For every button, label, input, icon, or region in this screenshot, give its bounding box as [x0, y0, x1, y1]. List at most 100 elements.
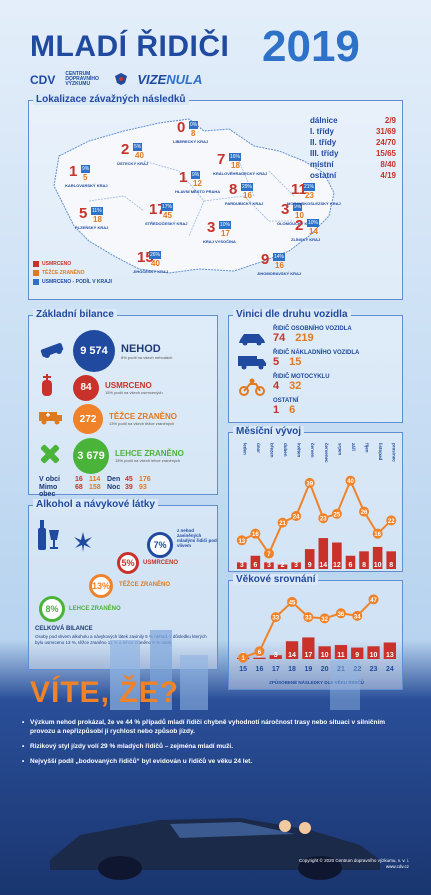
logo-row: CDV CENTRUM DOPRAVNÍHO VÝZKUMU VIZENULA	[30, 72, 202, 88]
day-label: Den	[107, 476, 121, 483]
serious-label: TĚŽCE ZRANĚNO	[109, 412, 177, 421]
region-injured: 17	[221, 229, 230, 238]
in-town-injured: 114	[89, 476, 101, 483]
line-point-label: 24	[293, 515, 300, 521]
category-label: 16	[256, 666, 264, 673]
fact-list: Výzkum nehod prokázal, že ve 44 % případ…	[22, 718, 412, 772]
map-legend: USMRCENO TĚŽCE ZRANĚNO USMRCENO - PODÍL …	[33, 261, 112, 288]
fact-item: Nejvyšší podíl „bodovaných řidičů“ byl e…	[22, 757, 412, 766]
alcohol-serious-pct: 13%	[89, 574, 113, 598]
share-legend-icon	[33, 279, 39, 285]
line-point-label: 40	[347, 479, 354, 485]
vehicle-row-moto: ŘIDIČ MOTOCYKLU 4 32	[273, 374, 330, 392]
serious-sub: 13% podíl na všech těžce zraněných	[109, 421, 175, 426]
bar-label: 8	[389, 562, 393, 569]
police-badge-icon	[115, 72, 128, 87]
road-row: III. třídy 15/65	[310, 149, 396, 158]
crash-car-icon	[39, 338, 67, 365]
category-label: červen	[310, 443, 315, 458]
road-row: ostatní 4/19	[310, 171, 396, 180]
region-name: MORAVSKOSLEZSKÝ KRAJ	[287, 201, 341, 206]
cdv-logo: CDV	[30, 72, 56, 87]
alcohol-total-pct: 7%	[147, 532, 173, 558]
bar	[359, 551, 369, 569]
bar	[264, 562, 274, 569]
region-killed: 11	[291, 181, 307, 198]
region-share: 9%	[191, 171, 201, 179]
line-point-label: 25	[334, 512, 341, 518]
bar	[277, 564, 288, 569]
region-killed: 2	[295, 217, 304, 234]
line-point-label: 13	[238, 539, 245, 545]
out-town-killed: 68	[75, 484, 83, 491]
bar-label: 9	[308, 562, 312, 569]
category-label: říjen	[365, 443, 370, 453]
age-chart-xlabel: ZPŮSOBENÉ NÁSLEDKY DLE VĚKU ŘIDIČŮ	[269, 680, 364, 685]
region-name: JIHOČESKÝ KRAJ	[133, 269, 169, 274]
region-share: 9%	[293, 203, 303, 211]
vehicle-row-other: OSTATNÍ 1 6	[273, 398, 299, 416]
bandage-icon	[39, 443, 67, 470]
category-label: únor	[256, 443, 261, 453]
region-name: ZLÍNSKÝ KRAJ	[291, 237, 321, 242]
vehicle-row-truck: ŘIDIČ NÁKLADNÍHO VOZIDLA 5 15	[273, 350, 360, 368]
accidents-sub: 8% podíl na všech nehodách	[121, 354, 173, 360]
night-injured: 93	[139, 484, 147, 491]
serious-count: 272	[73, 404, 103, 434]
region-killed: 8	[229, 181, 238, 198]
map-panel: Lokalizace závažných následků dálnice 2/9…	[28, 94, 403, 300]
bar-label: 9	[355, 652, 359, 659]
website-link[interactable]: www.cdv.cz	[385, 864, 409, 869]
bar-label: 13	[386, 652, 394, 659]
in-town-label: V obci	[39, 476, 61, 483]
fact-item: Rizikový styl jízdy volí 29 % mladých ři…	[22, 742, 412, 751]
category-label: 20	[321, 666, 329, 673]
region-share: 26%	[149, 251, 162, 259]
region-name: LIBERECKÝ KRAJ	[173, 139, 209, 144]
region-injured: 40	[151, 259, 160, 268]
line-point	[277, 517, 288, 528]
line-point-label: 16	[252, 532, 259, 538]
age-chart-title: Věkové srovnání	[233, 574, 319, 585]
vehicle-panel: Vinici dle druhu vozidla ŘIDIČ OSOBNÍHO …	[228, 309, 403, 423]
accidents-count: 9 574	[73, 330, 115, 372]
region-share: 14%	[273, 253, 286, 261]
bar-label: 8	[362, 562, 366, 569]
line-point-label: 23	[320, 517, 327, 523]
bar	[237, 562, 247, 569]
line-point	[359, 506, 370, 517]
category-label: březen	[269, 443, 274, 458]
line-point	[352, 610, 363, 621]
region-injured: 45	[163, 211, 172, 220]
region-killed: 3	[207, 219, 216, 236]
region-share: 0%	[189, 121, 199, 129]
day-killed: 45	[125, 476, 133, 483]
killed-legend-icon	[33, 261, 39, 267]
night-killed: 39	[125, 484, 133, 491]
in-town-killed: 16	[75, 476, 83, 483]
region-killed: 1	[179, 169, 188, 186]
region-injured: 10	[295, 211, 304, 220]
region-injured: 14	[309, 227, 318, 236]
bar	[334, 645, 348, 659]
fact-item: Výzkum nehod prokázal, že ve 44 % případ…	[22, 718, 412, 736]
line-point-label: 34	[354, 614, 361, 620]
serious-row: 272 TĚŽCE ZRANĚNO 13% podíl na všech těžc…	[39, 404, 177, 434]
bar-label: 2	[281, 562, 285, 569]
basic-balance-panel: Základní bilance 9 574 NEHOD 8% podíl na …	[28, 309, 218, 498]
region-name: PARDUBICKÝ KRAJ	[225, 201, 264, 206]
line-point	[386, 515, 397, 526]
line-point	[331, 508, 342, 519]
accidents-row: 9 574 NEHOD 8% podíl na všech nehodách	[39, 330, 172, 372]
region-injured: 8	[191, 129, 196, 138]
bar-label: 3	[240, 562, 244, 569]
bar-label: 3	[294, 562, 298, 569]
line-point	[345, 475, 356, 486]
region-killed: 3	[281, 201, 290, 218]
night-label: Noc	[107, 484, 121, 491]
category-label: květen	[297, 443, 302, 458]
road-row: I. třídy 31/69	[310, 127, 396, 136]
region-killed: 0	[177, 119, 186, 136]
region-injured: 18	[231, 161, 240, 170]
alcohol-title: Alkohol a návykové látky	[33, 499, 158, 510]
